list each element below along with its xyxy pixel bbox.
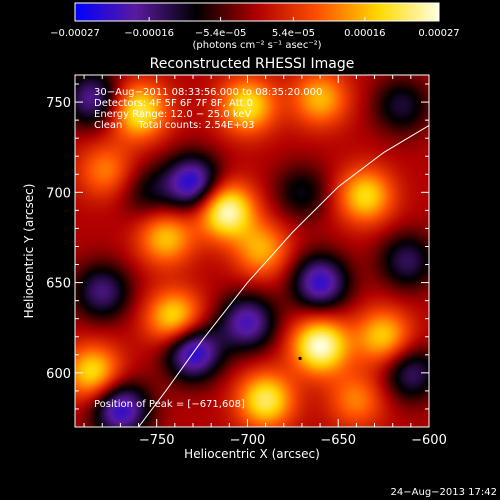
colorbar-tick-label: −5.4e−05 — [195, 28, 247, 39]
info-energy-range: Energy Range: 12.0 − 25.0 keV — [94, 109, 252, 120]
colorbar-tick-label: −0.00016 — [124, 28, 174, 39]
x-axis-label: Heliocentric X (arcsec) — [184, 447, 320, 461]
colorbar — [74, 2, 440, 22]
x-tick-label: −600 — [411, 433, 447, 448]
info-detectors: Detectors: 4F 5F 6F 7F 8F, Att 0 — [94, 98, 254, 109]
colorbar-tick-label: −0.00027 — [50, 28, 100, 39]
info-time-range: 30−Aug−2011 08:33:56.000 to 08:35:20.000 — [94, 87, 323, 98]
peak-marker — [298, 356, 302, 361]
x-tick-label: −750 — [139, 433, 175, 448]
y-tick-label: 600 — [46, 367, 71, 382]
y-tick-label: 650 — [46, 277, 71, 292]
x-tick-label: −700 — [230, 433, 266, 448]
peak-position-label: Position of Peak = [−671,608] — [94, 399, 245, 410]
observation-info: 30−Aug−2011 08:33:56.000 to 08:35:20.000… — [94, 87, 322, 131]
info-clean-counts: Clean Total counts: 2.54E+03 — [94, 120, 255, 131]
y-tick-label: 700 — [46, 186, 71, 201]
colorbar-tick-label: 5.4e−05 — [272, 28, 315, 39]
y-tick-label: 750 — [46, 96, 71, 111]
y-axis-label: Heliocentric Y (arcsec) — [22, 184, 36, 319]
colorbar-tick-label: 0.00016 — [344, 28, 385, 39]
heatmap-image — [75, 75, 429, 427]
colorbar-ticks: −0.00027 −0.00016 −5.4e−05 5.4e−05 0.00016 0.… — [50, 17, 460, 39]
axis-ticks: −750 −700 −650 −600 600 650 700 750 — [46, 75, 447, 448]
colorbar-tick-label: 0.00027 — [418, 28, 459, 39]
plot-frame — [74, 74, 430, 428]
solar-limb-line — [138, 125, 429, 427]
colorbar-unit-label: (photons cm⁻² s⁻¹ asec⁻²) — [192, 40, 321, 51]
chart-title: Reconstructed RHESSI Image — [150, 56, 355, 72]
x-tick-label: −650 — [320, 433, 356, 448]
render-timestamp: 24−Aug−2013 17:42 — [391, 487, 497, 498]
